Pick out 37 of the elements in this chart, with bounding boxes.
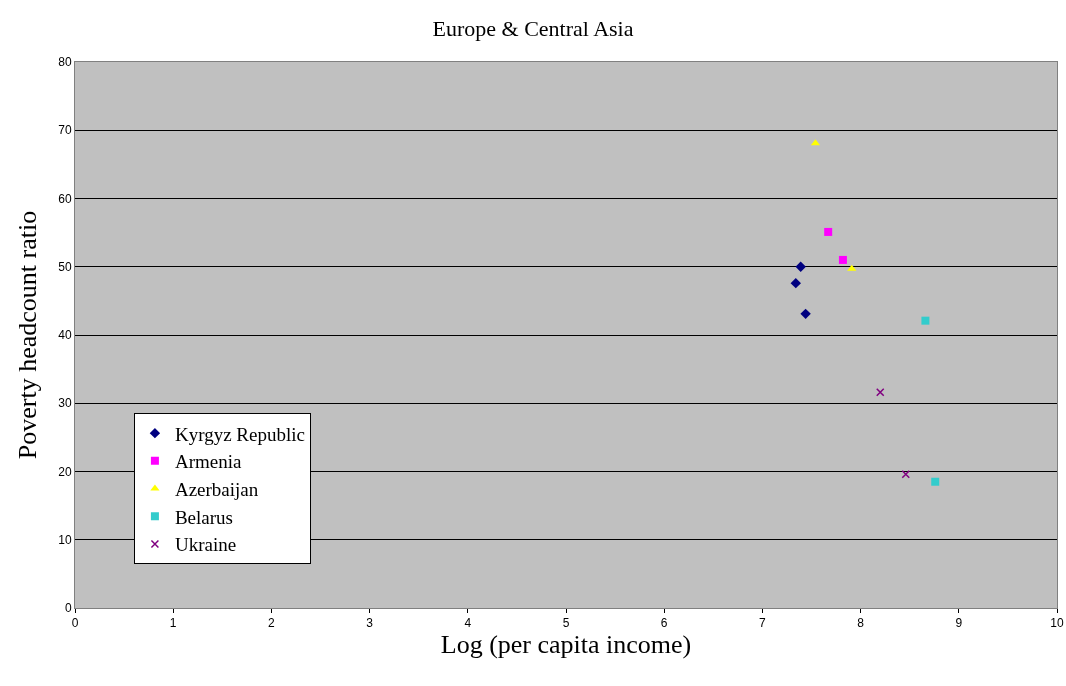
y-tick-label: 80 (58, 55, 72, 70)
point (931, 477, 940, 486)
chart-title: Europe & Central Asia (432, 15, 634, 41)
y-axis-title: Poverty headcount ratio (12, 210, 42, 460)
point (847, 264, 857, 271)
y-tick-label: 10 (58, 532, 72, 547)
legend-label: Ukraine (174, 534, 237, 556)
point (921, 316, 930, 325)
x-tick-label: 6 (660, 616, 668, 631)
point (795, 261, 806, 272)
x-tick-label: 3 (366, 616, 374, 631)
y-tick-label: 50 (58, 259, 72, 274)
point (838, 255, 847, 264)
x-tick-label: 10 (1050, 616, 1064, 631)
legend-label: Belarus (174, 506, 233, 528)
x-tick-label: 9 (955, 616, 963, 631)
y-tick-label: 0 (64, 601, 72, 616)
x-tick-label: 7 (759, 616, 767, 631)
legend-label: Azerbaijan (174, 478, 259, 500)
point (901, 469, 911, 479)
x-tick-label: 5 (562, 616, 570, 631)
y-tick-label: 30 (58, 396, 72, 411)
legend-label: Armenia (174, 451, 242, 473)
y-tick-label: 70 (58, 123, 72, 138)
point (790, 277, 801, 289)
x-tick-label: 1 (169, 616, 177, 631)
point (824, 227, 833, 236)
y-tick-label: 20 (58, 464, 72, 479)
legend-label: Kyrgyz Republic (174, 423, 305, 445)
x-tick-label: 8 (857, 616, 865, 631)
x-axis-title: Log (per capita income) (440, 630, 692, 660)
y-tick-label: 40 (58, 328, 72, 343)
y-tick-label: 60 (58, 191, 72, 206)
x-tick-label: 4 (464, 616, 472, 631)
point (800, 308, 811, 320)
point (875, 388, 885, 397)
x-tick-label: 2 (268, 616, 276, 631)
